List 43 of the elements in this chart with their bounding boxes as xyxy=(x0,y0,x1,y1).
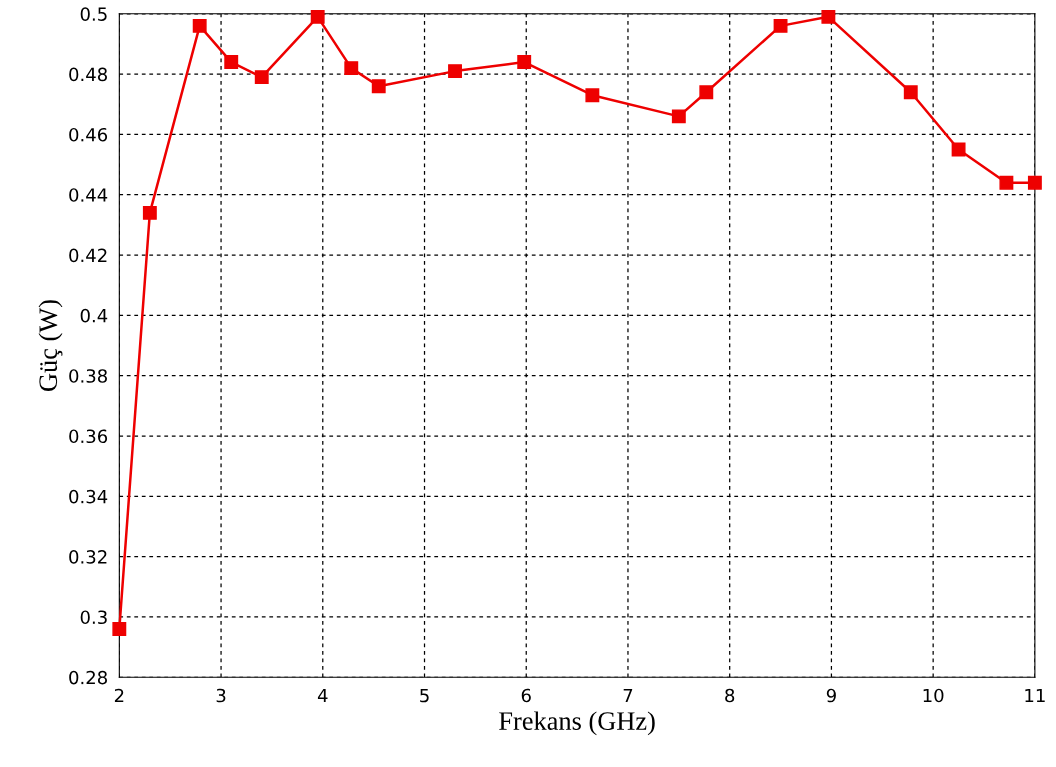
point xyxy=(671,109,686,124)
y-tick-label: 0.34 xyxy=(69,489,108,504)
point xyxy=(254,70,269,85)
x-tick-label: 7 xyxy=(623,688,633,703)
y-axis-title: Güç (W) xyxy=(38,300,63,391)
y-tick-label: 0.42 xyxy=(69,248,107,263)
point xyxy=(773,18,788,33)
point xyxy=(951,142,966,157)
point xyxy=(821,9,836,24)
point xyxy=(903,85,918,100)
y-tick-label: 0.36 xyxy=(69,429,108,444)
y-tick-label: 0.5 xyxy=(80,7,107,21)
x-tick-label: 11 xyxy=(1025,688,1045,703)
point xyxy=(448,64,462,79)
point xyxy=(142,205,157,220)
y-tick-label: 0.4 xyxy=(80,308,108,323)
x-tick-label: 2 xyxy=(114,688,124,703)
y-tick-label: 0.48 xyxy=(69,67,107,82)
point xyxy=(224,55,239,70)
x-tick-label: 9 xyxy=(826,688,836,703)
y-tick-label: 0.3 xyxy=(80,610,107,625)
y-tick-label: 0.46 xyxy=(69,127,108,142)
y-tick-label: 0.28 xyxy=(69,670,107,685)
point xyxy=(517,55,532,70)
y-tick-label: 0.38 xyxy=(69,369,107,383)
x-axis-title: Frekans (GHz) xyxy=(499,711,655,736)
y-tick-label: 0.32 xyxy=(69,550,107,564)
point xyxy=(585,88,600,103)
point xyxy=(999,175,1014,190)
point xyxy=(310,9,325,24)
x-tick-label: 3 xyxy=(216,688,226,703)
x-tick-label: 10 xyxy=(923,688,944,703)
point xyxy=(371,79,386,94)
point xyxy=(1027,175,1042,190)
point xyxy=(344,61,359,76)
point xyxy=(112,622,127,636)
point xyxy=(192,18,207,33)
point xyxy=(699,85,714,100)
x-tick-label: 8 xyxy=(725,688,735,703)
x-tick-label: 6 xyxy=(521,688,531,703)
y-tick-label: 0.44 xyxy=(69,188,108,202)
x-tick-label: 5 xyxy=(420,688,429,703)
x-tick-label: 4 xyxy=(317,688,328,703)
